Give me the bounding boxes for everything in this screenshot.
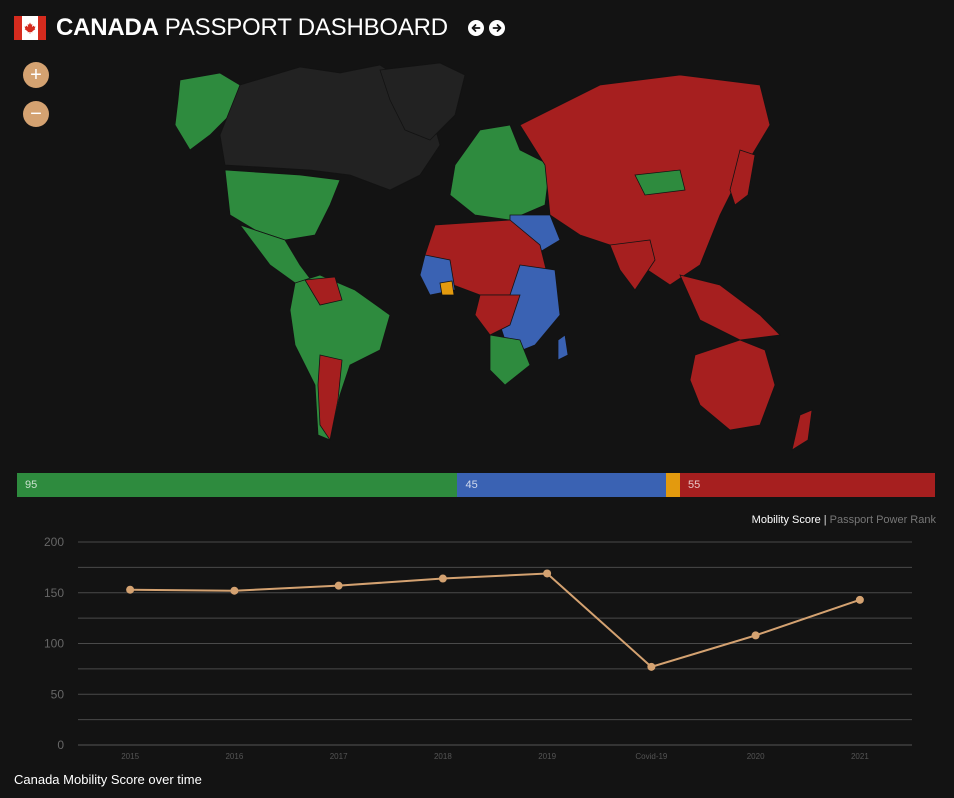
x-tick-label: 2019 bbox=[538, 752, 556, 761]
map-region-greenland[interactable] bbox=[379, 62, 466, 141]
series-line bbox=[130, 572, 861, 668]
mobility-score-toggle[interactable]: Mobility Score bbox=[751, 514, 821, 526]
x-tick-label: 2017 bbox=[330, 752, 348, 761]
map-region-canada[interactable] bbox=[219, 64, 441, 191]
data-point[interactable] bbox=[855, 595, 864, 604]
x-tick-label: 2021 bbox=[851, 752, 869, 761]
map-region-southeast-asia[interactable] bbox=[679, 274, 781, 341]
data-point[interactable] bbox=[647, 662, 656, 671]
canada-flag-icon bbox=[14, 16, 46, 40]
distribution-segment-label: 55 bbox=[687, 479, 701, 491]
x-tick-label: 2020 bbox=[747, 752, 765, 761]
previous-country-button[interactable] bbox=[467, 20, 484, 36]
data-point[interactable] bbox=[334, 581, 343, 590]
title-rest: PASSPORT DASHBOARD bbox=[164, 14, 448, 41]
arrow-left-icon bbox=[471, 24, 481, 32]
map-region-alaska[interactable] bbox=[174, 72, 241, 151]
visa-distribution-bar: 95 45 55 bbox=[17, 473, 935, 497]
x-tick-label: 2018 bbox=[434, 752, 452, 761]
metric-toggle: Mobility Score | Passport Power Rank bbox=[752, 514, 936, 526]
map-region-mongolia[interactable] bbox=[634, 169, 686, 196]
distribution-segment[interactable]: 95 bbox=[17, 473, 458, 497]
data-point[interactable] bbox=[438, 574, 447, 583]
data-point[interactable] bbox=[543, 569, 552, 578]
x-tick-label: Covid-19 bbox=[635, 752, 668, 761]
world-map[interactable] bbox=[80, 55, 954, 455]
title-country: CANADA bbox=[56, 14, 159, 41]
arrow-right-icon bbox=[492, 24, 502, 32]
distribution-segment[interactable] bbox=[666, 473, 680, 497]
map-region-india[interactable] bbox=[609, 239, 656, 291]
map-region-south-america[interactable] bbox=[289, 274, 391, 441]
mobility-score-chart: 0 50 100 150 200 2015 2016 2017 2018 2019 Covid-19… bbox=[44, 535, 912, 761]
toggle-separator: | bbox=[823, 514, 827, 526]
map-region-new-zealand[interactable] bbox=[791, 409, 813, 451]
zoom-out-button[interactable]: − bbox=[23, 101, 49, 127]
map-regions bbox=[174, 62, 813, 451]
y-tick-label: 100 bbox=[44, 637, 64, 651]
data-point[interactable] bbox=[230, 586, 239, 595]
y-tick-label: 200 bbox=[44, 535, 64, 549]
distribution-segment-label: 95 bbox=[25, 479, 38, 491]
data-point[interactable] bbox=[126, 585, 135, 594]
map-region-africa-south[interactable] bbox=[489, 334, 531, 386]
data-point[interactable] bbox=[751, 631, 760, 640]
country-nav bbox=[467, 20, 505, 36]
x-tick-label: 2016 bbox=[225, 752, 243, 761]
map-region-africa-central[interactable] bbox=[474, 294, 521, 336]
next-country-button[interactable] bbox=[488, 20, 505, 36]
x-tick-label: 2015 bbox=[121, 752, 139, 761]
distribution-segment-label: 45 bbox=[465, 479, 478, 491]
map-region-madagascar[interactable] bbox=[557, 334, 569, 361]
page-title: CANADA PASSPORT DASHBOARD bbox=[56, 14, 448, 42]
header: CANADA PASSPORT DASHBOARD bbox=[14, 14, 505, 42]
map-region-japan[interactable] bbox=[729, 149, 756, 206]
map-region-australia[interactable] bbox=[689, 339, 776, 431]
map-region-ivory-coast[interactable] bbox=[439, 280, 455, 296]
y-tick-label: 50 bbox=[51, 687, 65, 701]
distribution-segment[interactable]: 45 bbox=[457, 473, 667, 497]
map-region-venezuela[interactable] bbox=[304, 276, 343, 306]
map-region-argentina[interactable] bbox=[317, 354, 343, 442]
distribution-segment[interactable]: 55 bbox=[679, 473, 935, 497]
chart-caption: Canada Mobility Score over time bbox=[14, 772, 202, 787]
y-tick-label: 150 bbox=[44, 586, 64, 600]
passport-power-rank-toggle[interactable]: Passport Power Rank bbox=[829, 514, 936, 526]
zoom-in-button[interactable]: + bbox=[23, 62, 49, 88]
y-tick-label: 0 bbox=[57, 738, 64, 752]
map-region-usa[interactable] bbox=[224, 169, 341, 241]
